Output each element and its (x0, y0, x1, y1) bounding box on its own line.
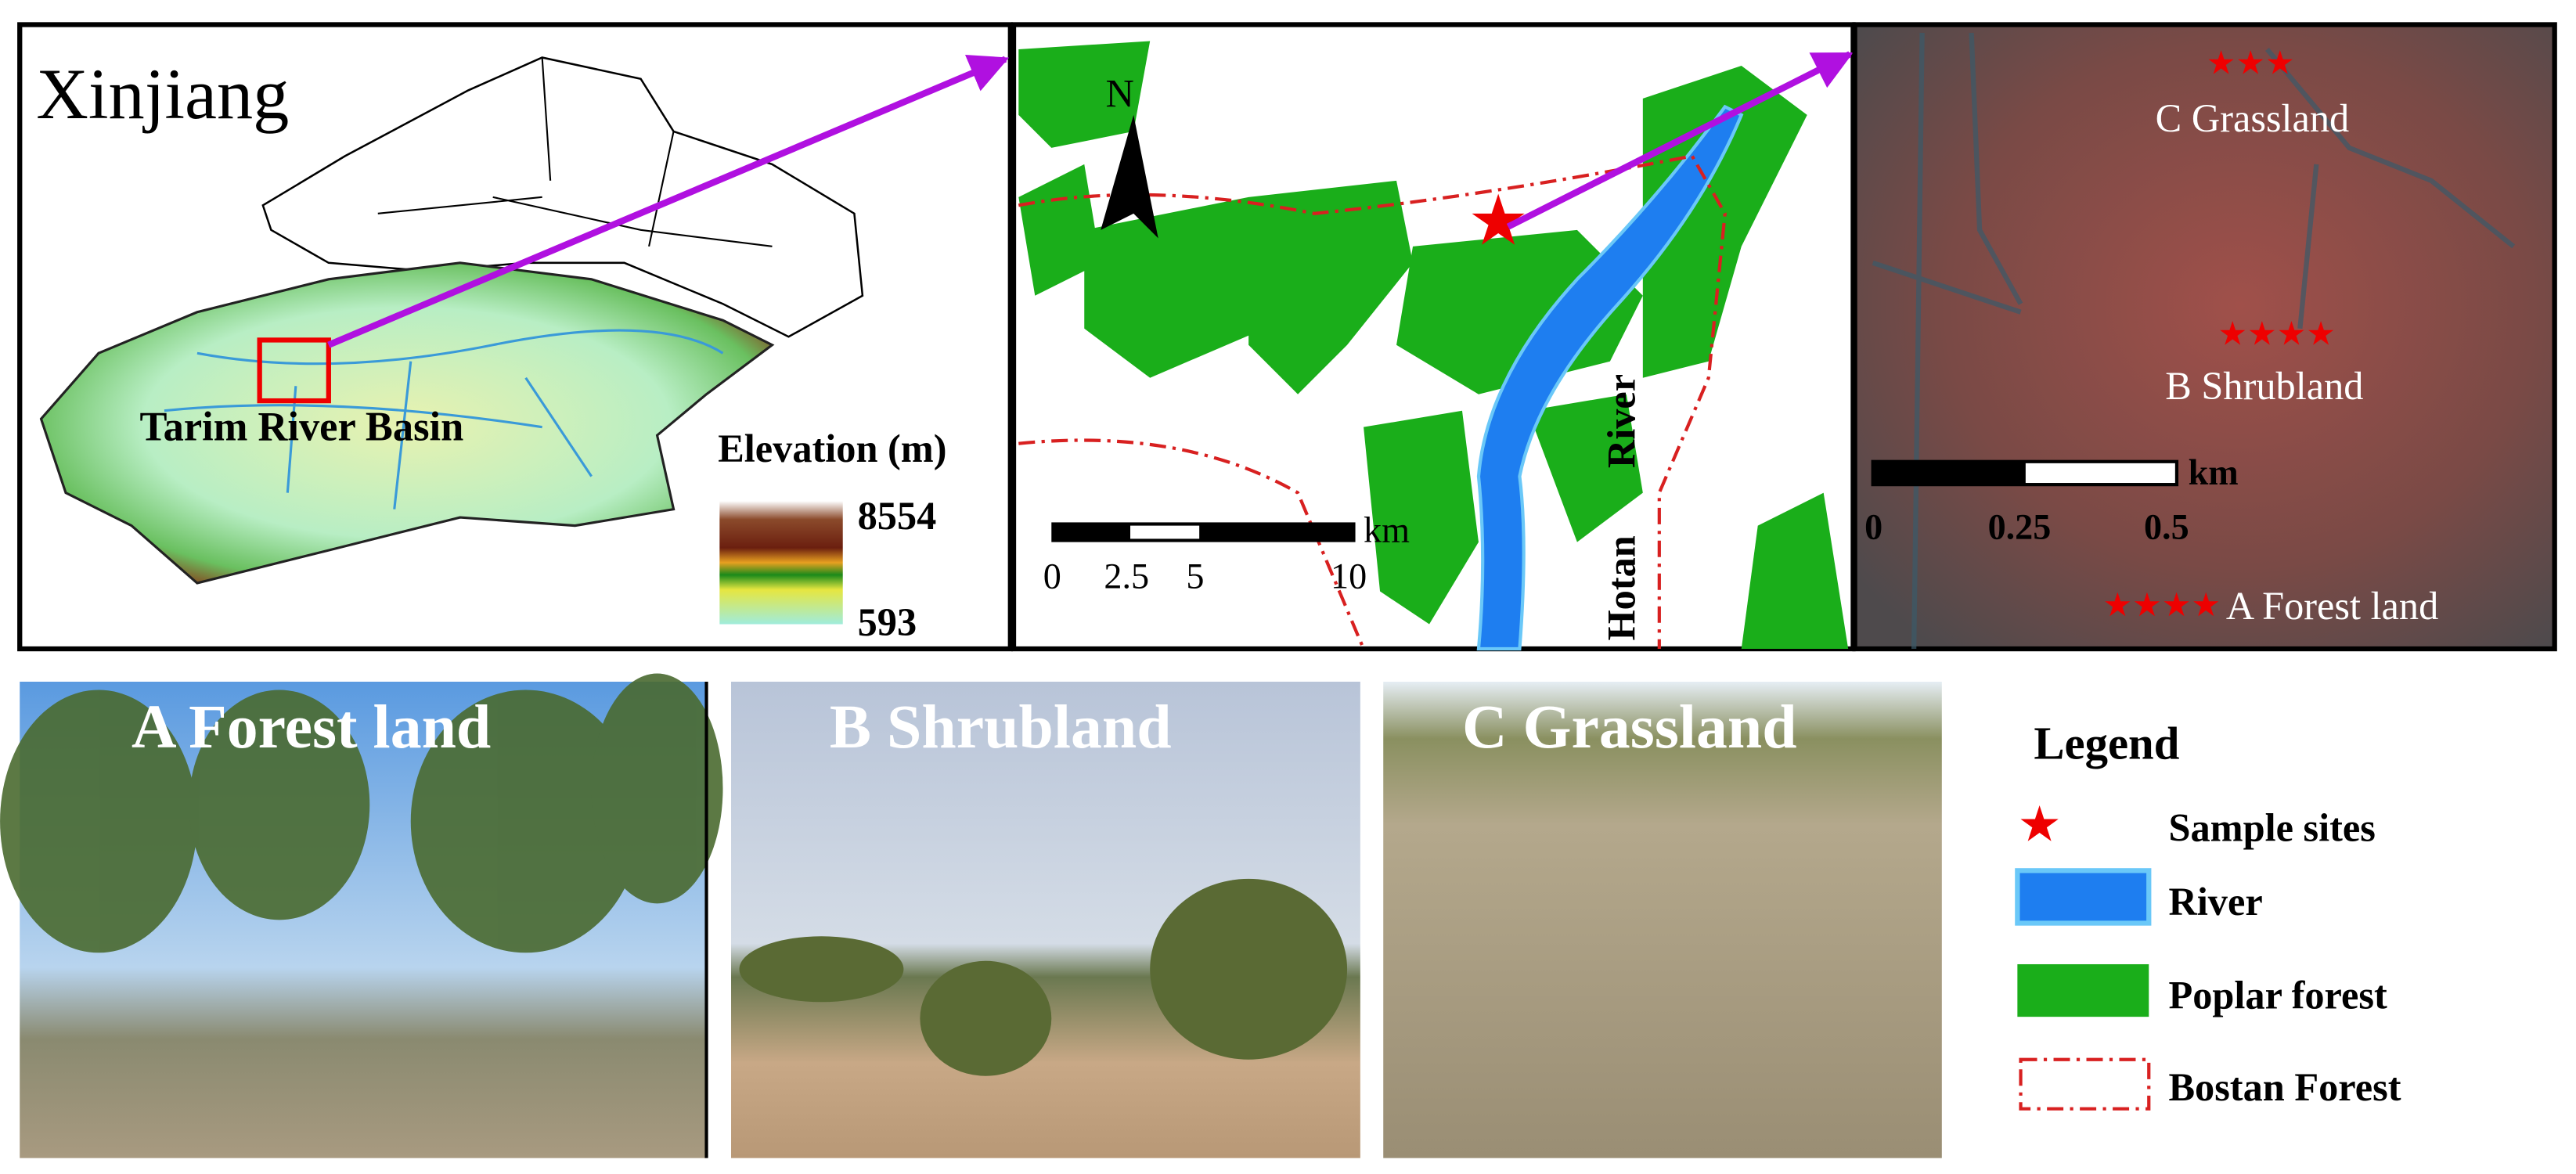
scale-label: 0.5 (2144, 506, 2189, 546)
legend-label: Sample sites (2168, 806, 2375, 850)
elevation-min: 593 (858, 600, 917, 644)
scale-label: 0.25 (1988, 506, 2052, 546)
scale-label: 2.5 (1104, 556, 1149, 596)
elevation-title: Elevation (m) (718, 427, 946, 470)
photo-grass (1383, 681, 1942, 1158)
sample-star (1472, 193, 1525, 245)
scale-label: 0 (1864, 506, 1882, 546)
river-label: River (1599, 374, 1643, 468)
site-label: B Shrubland (2165, 364, 2363, 408)
legend-swatch (2017, 963, 2149, 1017)
province-outline (261, 56, 864, 338)
map-title: Xinjiang (36, 54, 289, 134)
north-label: N (1106, 71, 1134, 115)
scale-label: 5 (1186, 556, 1204, 596)
river (1476, 104, 1744, 651)
site-label: A Forest land (2226, 584, 2438, 628)
legend-swatch (2015, 868, 2152, 926)
basin-label: Tarim River Basin (139, 404, 463, 449)
rivers (164, 329, 724, 510)
shrubs (739, 878, 1348, 1076)
legend-swatch: ★ (2017, 798, 2061, 852)
site-stars: ★★★★ (2218, 317, 2336, 353)
photo-label: B Shrubland (830, 693, 1172, 762)
site-label: C Grassland (2156, 96, 2350, 140)
zoom-arrow (1506, 51, 1854, 230)
scale-unit: km (1364, 510, 1410, 550)
zoom-arrow (327, 54, 1010, 348)
photo-label: C Grassland (1462, 693, 1797, 762)
elevation-ramp (719, 501, 843, 625)
scale-label: 10 (1331, 556, 1367, 596)
satellite-features (1872, 32, 2516, 650)
scale-unit: km (2189, 452, 2239, 492)
study-box (257, 337, 331, 404)
panel-sites (1852, 22, 2557, 652)
legend-title: Legend (2034, 718, 2179, 769)
boundaries (377, 57, 773, 247)
legend-label: Bostan Forest (2168, 1065, 2401, 1109)
scale-bar (1051, 522, 1356, 542)
legend-label: Poplar forest (2168, 974, 2387, 1017)
legend-swatch (2019, 1057, 2151, 1111)
site-stars: ★★★ (2207, 45, 2295, 81)
photo-label: A Forest land (132, 693, 491, 762)
legend-label: River (2168, 880, 2262, 924)
site-stars: ★★★★ (2102, 588, 2221, 624)
tarim-basin (39, 261, 775, 585)
scale-bar (1130, 525, 1200, 539)
poplar-forest (1018, 41, 1849, 650)
scale-label: 0 (1043, 556, 1061, 596)
elevation-max: 8554 (858, 494, 937, 538)
river-label: Hotan (1599, 535, 1643, 640)
scale-bar (1872, 461, 2026, 485)
north-arrow (1101, 114, 1158, 239)
trees (0, 673, 723, 953)
